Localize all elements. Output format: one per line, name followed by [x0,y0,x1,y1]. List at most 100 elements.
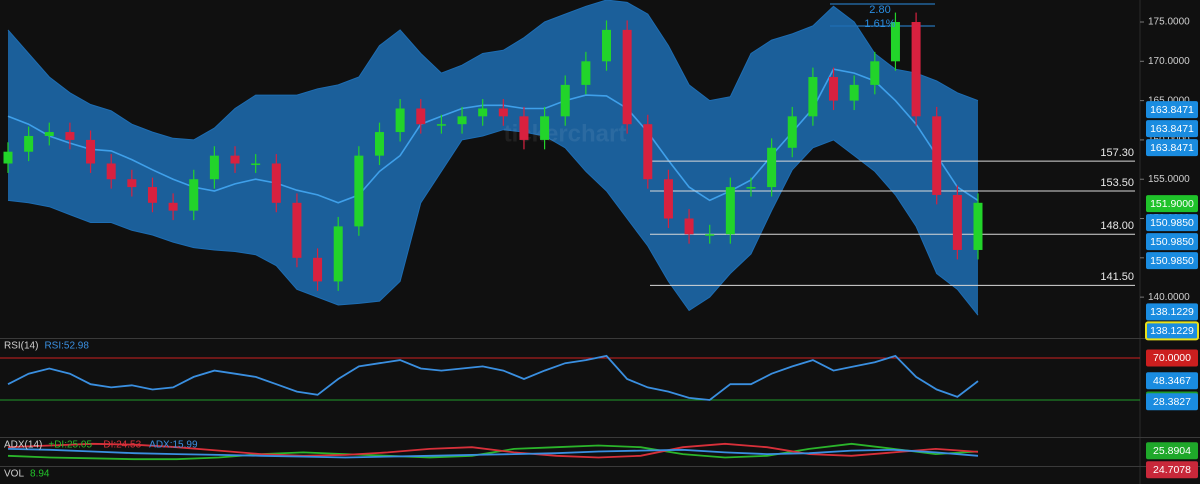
candle-body [65,132,75,140]
price-badge-label: 163.8471 [1150,104,1194,116]
candle-body [313,257,323,282]
candle-body [808,77,818,117]
price-badge-label: 138.1229 [1150,325,1194,337]
panel-title: VOL [4,469,24,480]
band-lower [7,129,979,316]
series-line [7,442,979,461]
y-tick-label: 140.0000 [1148,292,1190,303]
price-badge [1146,195,1198,213]
candle-body [684,218,694,235]
series-line [7,354,979,401]
candle-body [457,116,467,125]
candle-body [890,22,900,62]
y-tick-label: 165.0000 [1148,95,1190,106]
candle-body [622,29,632,125]
candle-body [292,202,302,258]
panel-value: 8.94 [30,469,50,480]
candle-body [705,234,715,236]
series-line [7,442,979,459]
candle-body [973,202,983,250]
candle-body [746,187,756,189]
candle-body [870,61,880,85]
band-fill [8,0,978,316]
y-tick-label: 155.0000 [1148,174,1190,185]
candle-body [168,202,178,211]
candle-body [209,155,219,180]
price-badge-label: 48.3467 [1153,375,1191,387]
candle-body [354,155,364,227]
level-label: 148.00 [1100,220,1134,232]
price-badge [1146,442,1198,460]
annotation: 2.80 [869,4,890,16]
price-badge-label: 150.9850 [1150,217,1194,229]
legend-entry: RSI:52.98 [44,341,89,352]
price-badge [1146,461,1198,479]
price-badge [1146,233,1198,251]
candle-body [106,163,116,180]
candle-body [395,108,405,133]
candle-body [189,179,199,211]
candle-body [416,108,426,125]
panel-title: ADX(14) [4,440,42,451]
price-badge-label: 151.9000 [1150,198,1194,210]
price-badge-label: 138.1229 [1150,306,1194,318]
candle-body [602,29,612,62]
candle-body [540,116,550,140]
panel-title: RSI(14) [4,341,38,352]
level-label: 153.50 [1100,177,1134,189]
candle-body [663,179,673,219]
annotation: 1.61% [864,18,895,30]
price-badge-label: 28.3827 [1153,396,1191,408]
candle-body [3,151,13,164]
price-badge-label: 163.8471 [1150,123,1194,135]
y-tick-label: 170.0000 [1148,56,1190,67]
price-badge [1146,214,1198,232]
price-badge [1146,101,1198,119]
y-tick-label: 175.0000 [1148,17,1190,28]
candle-body [498,108,508,117]
candle-body [787,116,797,148]
candle-body [24,135,34,152]
candle-body [230,155,240,164]
legend-entry: -DI:24.53 [100,440,142,451]
candle-body [725,187,735,235]
candle-body [519,116,529,140]
candle-body [829,77,839,101]
level-label: 141.50 [1100,271,1134,283]
candle-body [767,147,777,188]
price-badge-label: 150.9850 [1150,255,1194,267]
candle-body [932,116,942,195]
price-badge [1146,372,1198,390]
candle-body [44,132,54,136]
candle-body [251,163,261,165]
price-badge [1145,321,1199,341]
candle-body [127,179,137,188]
price-badge-label: 163.8471 [1150,142,1194,154]
candle-body [374,132,384,156]
legend-entry: ADX:15.99 [149,440,198,451]
candle-body [581,61,591,85]
series-line [7,448,979,459]
candle-body [271,163,281,203]
candle-body [86,139,96,164]
candle-body [849,84,859,101]
price-badge [1146,139,1198,157]
price-badge-label: 150.9850 [1150,236,1194,248]
price-badge [1146,120,1198,138]
level-badge-label: 70.0000 [1153,352,1191,364]
candle-body [436,124,446,126]
band-upper [7,0,979,141]
level-label: 157.30 [1100,147,1134,159]
price-badge [1146,252,1198,270]
candle-body [952,194,962,250]
candle-body [911,22,921,117]
price-badge [1146,393,1198,411]
candle-body [643,124,653,180]
candle-body [333,226,343,282]
price-badge [1146,303,1198,321]
candle-body [560,84,570,117]
level-badge [1146,349,1198,367]
price-badge-label: 24.7078 [1153,464,1191,476]
price-badge-label: 25.8904 [1153,445,1191,457]
